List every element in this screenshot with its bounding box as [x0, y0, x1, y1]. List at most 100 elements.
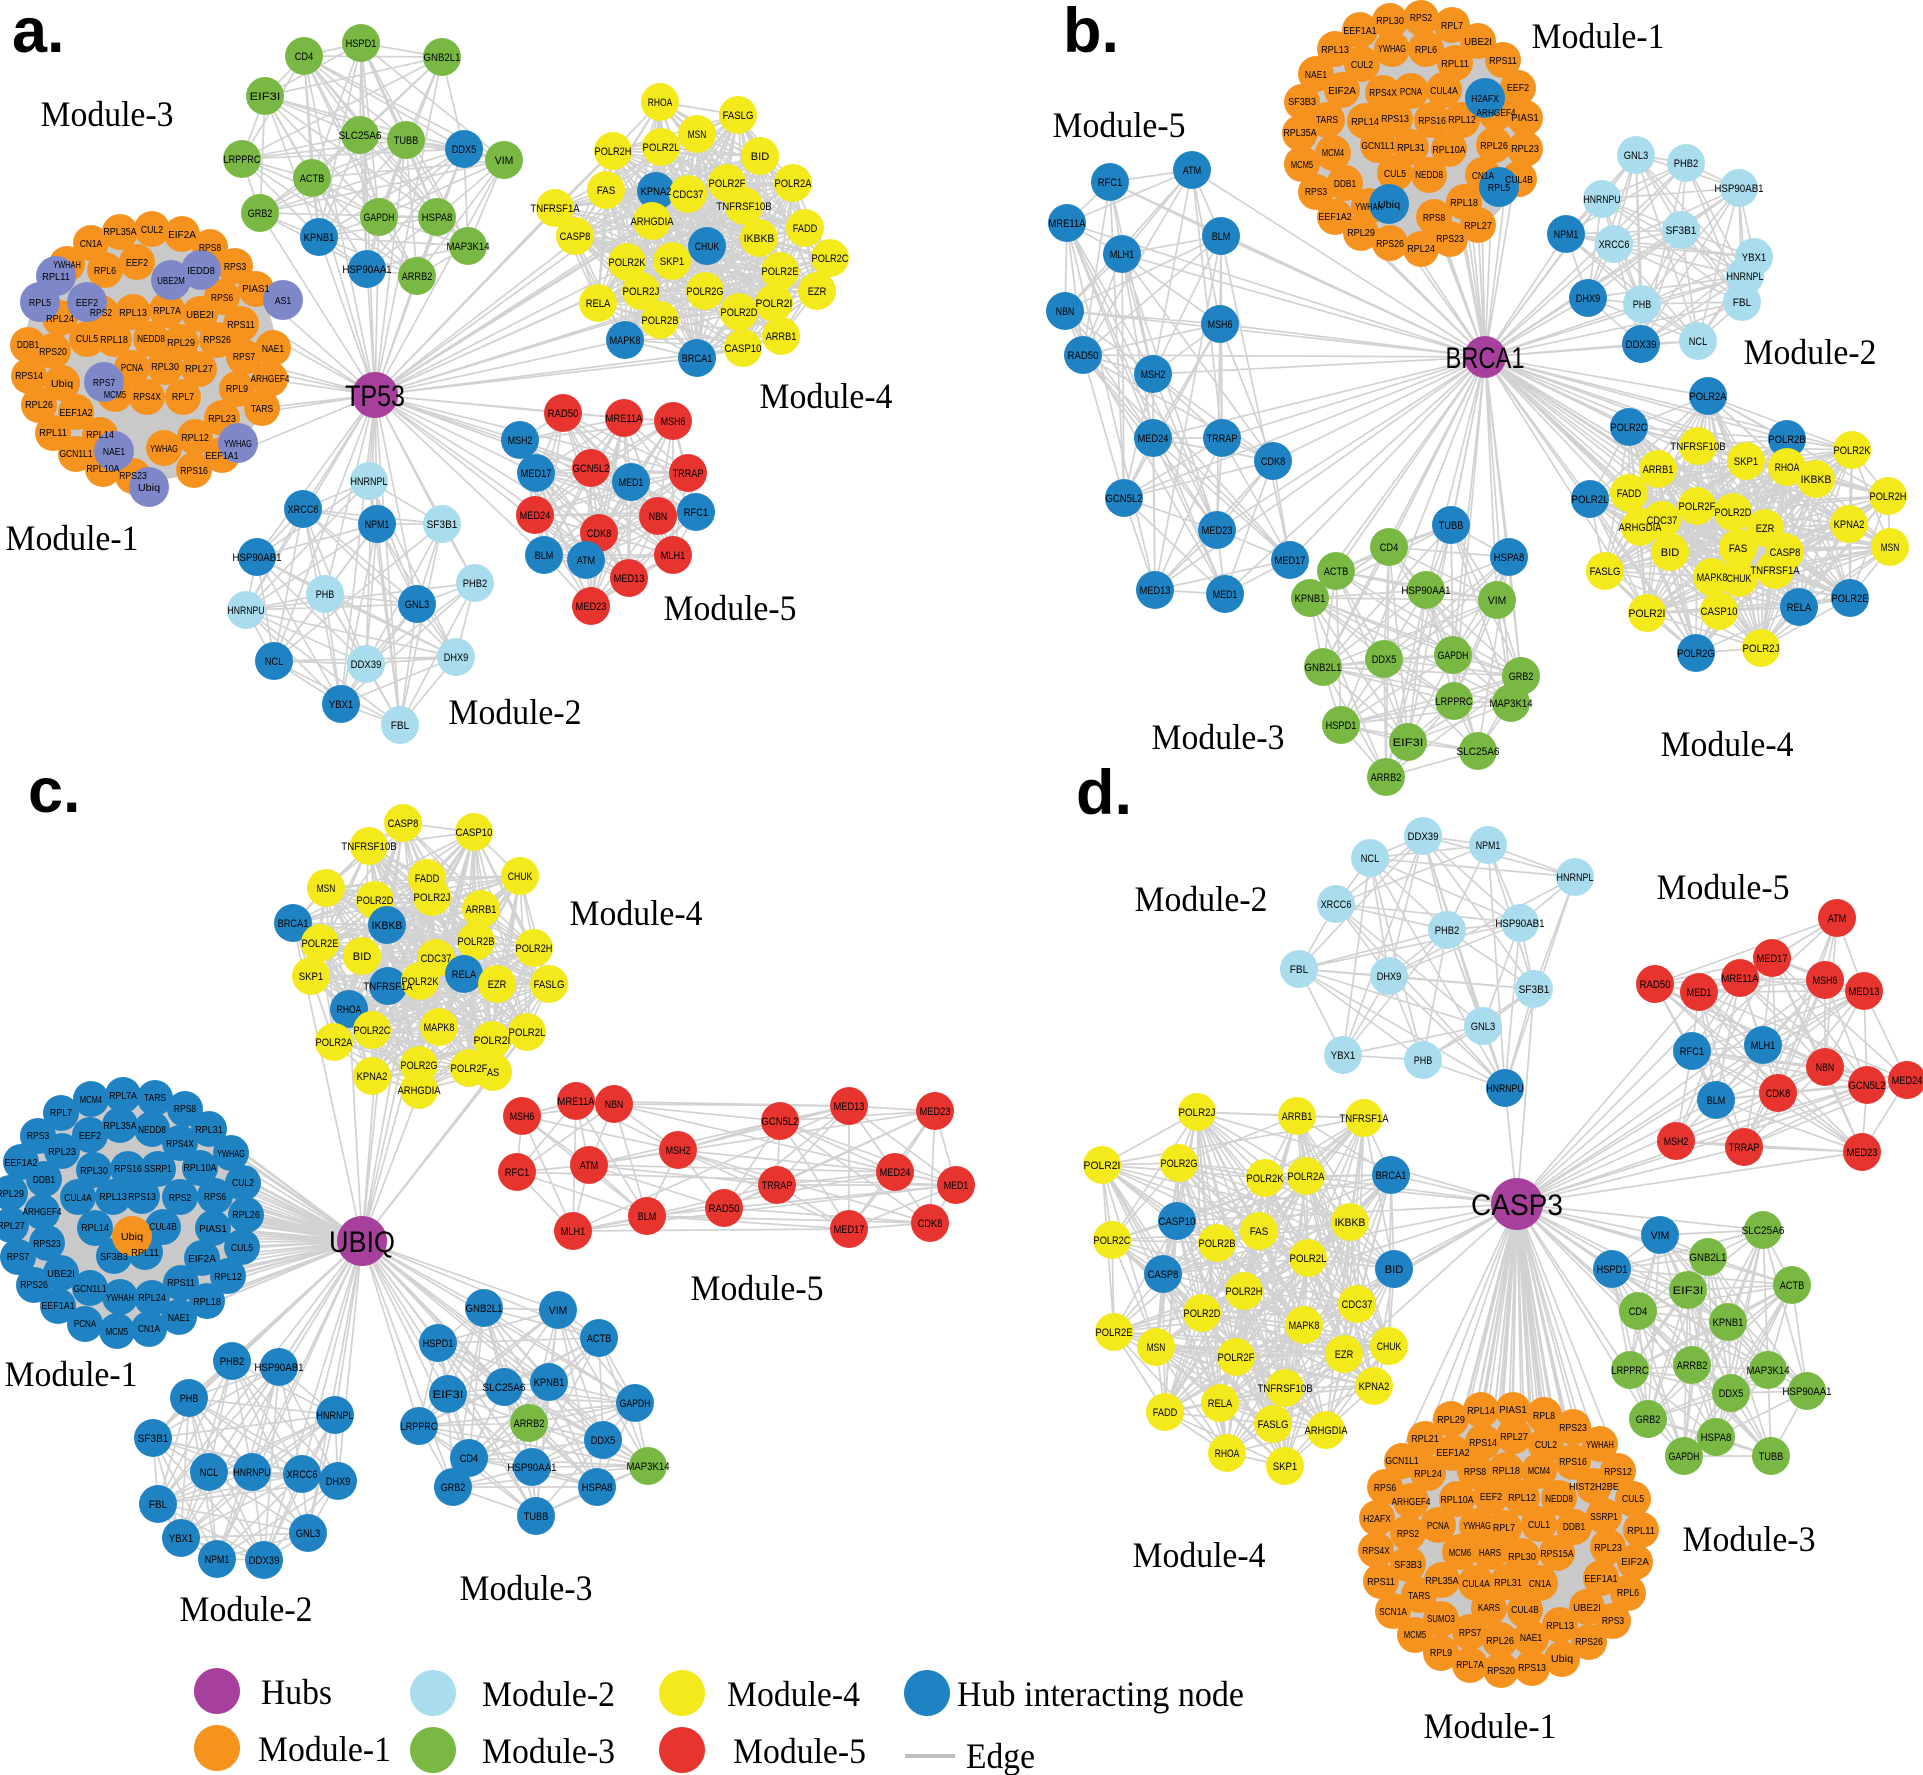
svg-text:HSPD1: HSPD1	[1326, 720, 1357, 732]
svg-text:RPS8: RPS8	[199, 243, 222, 254]
svg-text:NAE1: NAE1	[103, 447, 126, 458]
svg-text:CUL2: CUL2	[232, 1178, 255, 1189]
svg-text:MED1: MED1	[619, 477, 644, 489]
svg-text:FASLG: FASLG	[723, 110, 754, 122]
svg-text:Module-5: Module-5	[691, 1268, 824, 1308]
svg-text:HSPA8: HSPA8	[1701, 1432, 1732, 1444]
svg-text:MED17: MED17	[1275, 555, 1306, 567]
svg-text:HSP90AA1: HSP90AA1	[1782, 1386, 1831, 1398]
svg-text:RPL11: RPL11	[42, 272, 70, 283]
svg-text:RFC1: RFC1	[505, 1167, 530, 1179]
svg-text:RPL23: RPL23	[1594, 1543, 1622, 1554]
svg-text:CASP8: CASP8	[560, 231, 591, 243]
svg-text:KPNB1: KPNB1	[1713, 1317, 1744, 1329]
svg-text:MLH1: MLH1	[661, 550, 686, 562]
svg-text:MSH6: MSH6	[510, 1111, 535, 1123]
svg-text:NCL: NCL	[1361, 853, 1380, 865]
svg-text:CDK8: CDK8	[1766, 1088, 1791, 1100]
svg-text:EEF1A2: EEF1A2	[1318, 212, 1352, 223]
svg-text:GNL3: GNL3	[1471, 1021, 1496, 1033]
svg-text:RPL24: RPL24	[1414, 1469, 1442, 1480]
svg-text:BID: BID	[1385, 1264, 1404, 1276]
svg-text:DDX39: DDX39	[351, 659, 382, 671]
svg-text:GCN1L1: GCN1L1	[59, 449, 93, 460]
svg-text:RPS16: RPS16	[1418, 116, 1446, 127]
svg-text:ARHGDIA: ARHGDIA	[1304, 1425, 1348, 1437]
svg-text:CDC37: CDC37	[1647, 515, 1678, 527]
svg-text:EIF3I: EIF3I	[433, 1389, 464, 1401]
svg-text:FASLG: FASLG	[1258, 1419, 1289, 1431]
svg-text:GNB2L1: GNB2L1	[1690, 1252, 1727, 1264]
svg-text:RPS7: RPS7	[233, 352, 256, 363]
svg-text:Ubiq: Ubiq	[1378, 200, 1400, 211]
svg-text:MAP3K14: MAP3K14	[1489, 698, 1532, 710]
svg-text:POLR2G: POLR2G	[687, 286, 724, 298]
svg-text:POLR2K: POLR2K	[609, 257, 646, 269]
svg-text:RPS13: RPS13	[1381, 114, 1409, 125]
svg-text:UBE2I: UBE2I	[47, 1269, 75, 1280]
svg-text:ARRB2: ARRB2	[1677, 1360, 1708, 1372]
svg-text:POLR2K: POLR2K	[1834, 445, 1871, 457]
svg-text:EIF3I: EIF3I	[250, 91, 281, 103]
svg-text:VIM: VIM	[549, 1305, 568, 1317]
svg-text:Ubiq: Ubiq	[51, 379, 73, 390]
svg-text:RPL35A: RPL35A	[1283, 128, 1317, 139]
svg-text:SF3B3: SF3B3	[100, 1252, 128, 1263]
svg-text:POLR2B: POLR2B	[458, 936, 495, 948]
svg-text:RPL23: RPL23	[48, 1147, 76, 1158]
svg-text:YWHAG: YWHAG	[1378, 44, 1406, 55]
svg-text:FADD: FADD	[1153, 1407, 1178, 1419]
svg-text:TUBB: TUBB	[1759, 1451, 1784, 1463]
svg-text:UBE2I: UBE2I	[1573, 1603, 1601, 1614]
svg-text:RPL31: RPL31	[1397, 143, 1425, 154]
svg-text:CASP10: CASP10	[456, 827, 493, 839]
svg-text:RPL9: RPL9	[226, 384, 249, 395]
svg-text:GCN1L1: GCN1L1	[1385, 1456, 1419, 1467]
svg-text:MED24: MED24	[1892, 1075, 1923, 1087]
svg-text:IKBKB: IKBKB	[1801, 474, 1832, 486]
svg-text:GCN1L1: GCN1L1	[1361, 141, 1395, 152]
svg-text:MED13: MED13	[1140, 585, 1171, 597]
svg-text:MED17: MED17	[521, 468, 552, 480]
svg-text:RPS8: RPS8	[1423, 213, 1446, 224]
svg-text:YWHAH: YWHAH	[106, 1293, 134, 1304]
svg-text:TUBB: TUBB	[394, 135, 419, 147]
svg-text:RPS7: RPS7	[93, 378, 116, 389]
svg-text:UBIQ: UBIQ	[329, 1226, 395, 1259]
svg-text:HSP90AA1: HSP90AA1	[1401, 585, 1450, 597]
svg-text:HSP90AB1: HSP90AB1	[254, 1362, 303, 1374]
svg-text:POLR2D: POLR2D	[1184, 1308, 1221, 1320]
svg-text:MAPK8: MAPK8	[424, 1022, 455, 1034]
svg-text:POLR2F: POLR2F	[1679, 501, 1716, 513]
svg-text:RPS16: RPS16	[1559, 1457, 1587, 1468]
svg-text:PHB: PHB	[1633, 299, 1652, 311]
svg-text:MSN: MSN	[1881, 542, 1900, 554]
svg-text:HARS: HARS	[1479, 1548, 1501, 1559]
svg-text:RPL6: RPL6	[1415, 45, 1438, 56]
svg-text:ACTB: ACTB	[1324, 566, 1349, 578]
svg-text:RAD50: RAD50	[1640, 979, 1671, 991]
svg-text:POLR2I: POLR2I	[1629, 608, 1666, 620]
svg-text:HSPA8: HSPA8	[422, 212, 453, 224]
svg-text:POLR2I: POLR2I	[756, 298, 793, 310]
svg-text:NPM1: NPM1	[1476, 840, 1501, 852]
svg-text:EZR: EZR	[808, 286, 827, 298]
svg-text:GCN5L2: GCN5L2	[762, 1116, 799, 1128]
svg-text:PHB: PHB	[1414, 1055, 1433, 1067]
svg-text:KARS: KARS	[1478, 1603, 1500, 1614]
svg-text:d.: d.	[1076, 758, 1132, 828]
svg-text:RPS14: RPS14	[15, 371, 43, 382]
svg-text:RPS11: RPS11	[227, 320, 255, 331]
svg-text:POLR2F: POLR2F	[1218, 1352, 1255, 1364]
svg-text:FBL: FBL	[1733, 297, 1752, 309]
svg-text:YBX1: YBX1	[1742, 252, 1767, 264]
svg-text:MED13: MED13	[614, 573, 645, 585]
svg-text:EEF1A2: EEF1A2	[59, 408, 93, 419]
svg-text:AS1: AS1	[275, 296, 292, 307]
svg-text:POLR2J: POLR2J	[1179, 1107, 1216, 1119]
svg-text:BID: BID	[751, 151, 770, 163]
svg-text:ACTB: ACTB	[300, 173, 325, 185]
svg-text:CD4: CD4	[295, 51, 314, 63]
svg-text:RPS3: RPS3	[224, 262, 247, 273]
svg-text:DDB1: DDB1	[17, 340, 40, 351]
